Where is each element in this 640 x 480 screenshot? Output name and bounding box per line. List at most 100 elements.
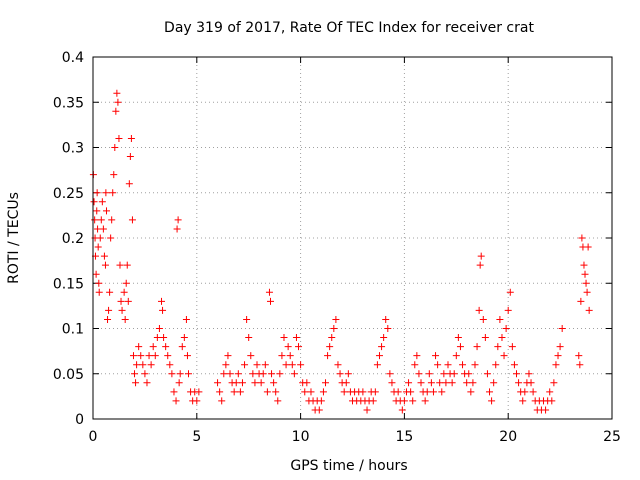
data-point xyxy=(427,379,435,387)
data-point xyxy=(542,406,550,414)
data-point xyxy=(442,379,450,387)
data-point xyxy=(465,370,473,378)
x-axis-label: GPS time / hours xyxy=(290,458,407,474)
data-point xyxy=(317,397,325,405)
data-point xyxy=(434,361,442,369)
data-point xyxy=(290,370,298,378)
data-point xyxy=(126,153,134,161)
data-point xyxy=(450,370,458,378)
y-tick-label: 0.35 xyxy=(53,95,84,111)
data-point xyxy=(580,261,588,269)
y-tick-label: 0.25 xyxy=(53,186,84,202)
data-point xyxy=(97,216,105,224)
data-point xyxy=(111,144,119,151)
data-point xyxy=(326,343,334,351)
data-point xyxy=(576,361,584,369)
data-point xyxy=(475,306,483,314)
data-point xyxy=(94,243,102,251)
data-point xyxy=(274,397,282,405)
data-point xyxy=(173,225,181,233)
data-point xyxy=(411,361,419,369)
data-point xyxy=(469,379,477,387)
data-point xyxy=(515,379,523,387)
x-tick-label: 25 xyxy=(603,429,621,445)
data-point xyxy=(307,388,315,396)
y-axis-tick-labels: 0 0.05 0.1 0.15 0.2 0.25 0.3 0.35 0.4 xyxy=(53,50,84,428)
data-point xyxy=(303,379,311,387)
data-point xyxy=(340,388,348,396)
data-point xyxy=(388,379,396,387)
data-point xyxy=(510,361,518,369)
data-point xyxy=(193,397,201,405)
x-tick-label: 5 xyxy=(192,429,201,445)
data-point xyxy=(322,379,330,387)
data-point xyxy=(556,343,564,351)
data-point xyxy=(266,297,274,305)
data-point xyxy=(521,388,529,396)
data-point xyxy=(270,379,278,387)
grid-lines xyxy=(93,57,612,419)
data-point xyxy=(558,325,566,332)
data-point xyxy=(502,325,510,332)
data-point xyxy=(519,397,527,405)
data-point xyxy=(151,352,159,360)
data-point xyxy=(330,325,338,332)
data-point xyxy=(413,352,421,360)
data-point xyxy=(247,352,255,360)
data-point xyxy=(429,388,437,396)
data-point xyxy=(467,388,475,396)
data-point xyxy=(483,370,491,378)
data-point xyxy=(155,325,163,332)
data-point xyxy=(133,361,141,369)
data-point xyxy=(280,334,288,342)
data-point xyxy=(432,352,440,360)
data-point xyxy=(259,370,267,378)
data-point xyxy=(438,388,446,396)
data-point xyxy=(471,361,479,369)
y-tick-label: 0 xyxy=(75,412,84,428)
data-point xyxy=(476,261,484,269)
data-point xyxy=(398,406,406,414)
data-point xyxy=(96,234,104,242)
data-point xyxy=(222,361,230,369)
data-point xyxy=(178,343,186,351)
data-point xyxy=(216,388,224,396)
data-point xyxy=(117,297,125,305)
data-point xyxy=(160,334,168,342)
data-point xyxy=(284,343,292,351)
data-point xyxy=(180,334,188,342)
data-point xyxy=(421,397,429,405)
data-point xyxy=(488,397,496,405)
plot-frame xyxy=(92,56,613,420)
data-point xyxy=(375,352,383,360)
data-point xyxy=(172,397,180,405)
data-point xyxy=(139,361,147,369)
data-point xyxy=(121,315,129,323)
data-point xyxy=(382,315,390,323)
data-point xyxy=(363,406,371,414)
data-point xyxy=(166,361,174,369)
y-tick-label: 0.4 xyxy=(62,50,84,66)
data-point xyxy=(109,189,117,197)
data-point xyxy=(486,388,494,396)
data-point xyxy=(127,134,135,142)
data-point xyxy=(582,279,590,287)
data-point xyxy=(581,270,589,278)
data-point xyxy=(124,297,132,305)
data-point xyxy=(91,216,99,224)
data-point xyxy=(128,216,136,224)
data-point xyxy=(463,379,471,387)
data-point xyxy=(548,397,556,405)
data-point xyxy=(529,388,537,396)
data-point xyxy=(105,306,113,314)
data-point xyxy=(183,352,191,360)
data-point xyxy=(95,279,103,287)
data-point xyxy=(132,379,140,387)
data-point xyxy=(159,306,167,314)
data-point xyxy=(527,379,535,387)
data-point xyxy=(378,343,386,351)
data-point xyxy=(253,361,261,369)
data-point xyxy=(98,198,106,206)
data-point xyxy=(584,243,592,251)
data-point xyxy=(282,361,290,369)
